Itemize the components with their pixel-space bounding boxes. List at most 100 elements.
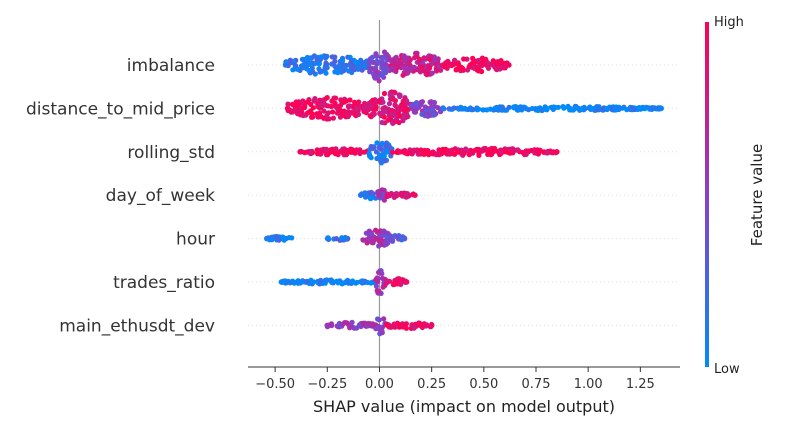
shap-point <box>353 106 359 112</box>
shap-point <box>392 119 399 125</box>
shap-point <box>325 103 331 109</box>
shap-point <box>367 113 373 119</box>
shap-point <box>301 62 307 68</box>
shap-point <box>394 63 401 69</box>
shap-point <box>544 150 550 156</box>
shap-point <box>460 65 466 71</box>
shap-point <box>532 150 538 156</box>
feature-swarm <box>278 268 410 296</box>
shap-point <box>389 107 395 113</box>
shap-point <box>338 110 345 116</box>
feature-swarm <box>282 49 512 84</box>
shap-point <box>332 100 338 106</box>
x-tick-label: −0.25 <box>307 377 347 392</box>
shap-point <box>370 106 377 112</box>
shap-point <box>378 268 384 274</box>
shap-point <box>374 325 380 331</box>
shap-point <box>306 68 312 74</box>
shap-point <box>373 68 379 74</box>
shap-point <box>401 235 408 242</box>
shap-point <box>379 328 385 334</box>
shap-point <box>467 62 473 68</box>
shap-point <box>281 237 287 243</box>
shap-point <box>418 99 424 105</box>
shap-point <box>379 187 385 193</box>
shap-point <box>506 62 512 68</box>
shap-point <box>341 99 347 105</box>
shap-point <box>480 56 486 62</box>
shap-point <box>297 149 303 155</box>
shap-point <box>424 72 430 78</box>
shap-point <box>416 151 422 157</box>
shap-point <box>570 107 577 113</box>
shap-point <box>412 192 418 198</box>
shap-point <box>529 105 535 112</box>
shap-point <box>555 104 561 110</box>
shap-point <box>309 114 315 120</box>
shap-point <box>308 149 314 156</box>
shap-point <box>305 109 312 115</box>
shap-point <box>287 280 293 286</box>
shap-point <box>596 104 602 110</box>
shap-point <box>393 55 399 61</box>
shap-point <box>489 62 496 68</box>
shap-point <box>318 68 325 74</box>
shap-point <box>494 67 500 73</box>
shap-point <box>391 59 397 65</box>
shap-point <box>400 324 406 330</box>
shap-point <box>400 72 406 78</box>
shap-point <box>635 105 642 111</box>
shap-point <box>317 110 323 116</box>
shap-point <box>381 197 387 203</box>
shap-point <box>324 322 331 329</box>
shap-point <box>318 54 324 60</box>
shap-point <box>340 58 346 64</box>
shap-point <box>428 99 434 105</box>
shap-point <box>379 140 385 146</box>
shap-point <box>322 65 328 71</box>
shap-point <box>470 55 476 61</box>
shap-point <box>504 149 510 155</box>
shap-point <box>330 115 336 121</box>
shap-point <box>381 49 388 55</box>
shap-point <box>400 114 407 120</box>
shap-point <box>544 105 550 111</box>
shap-point <box>278 279 285 285</box>
shap-point <box>373 236 380 242</box>
shap-point <box>310 105 316 111</box>
shap-point <box>412 55 418 61</box>
shap-point <box>414 50 420 56</box>
shap-point <box>395 107 401 113</box>
shap-point <box>363 230 369 236</box>
shap-point <box>366 235 372 241</box>
shap-point <box>461 150 467 156</box>
shap-point <box>429 60 435 66</box>
shap-point <box>404 191 410 197</box>
shap-point <box>308 277 314 283</box>
shap-point <box>323 60 329 66</box>
shap-point <box>383 278 389 284</box>
shap-point <box>385 236 391 242</box>
shap-point <box>499 104 505 110</box>
shap-point <box>289 235 295 241</box>
shap-point <box>381 228 387 235</box>
x-tick-label: 0.75 <box>522 377 551 392</box>
shap-point <box>495 107 501 113</box>
colorbar-gradient <box>705 22 709 367</box>
shap-point <box>335 280 341 286</box>
shap-point <box>357 192 364 198</box>
shap-point <box>455 149 461 155</box>
shap-point <box>285 101 291 107</box>
shap-point <box>449 63 455 69</box>
shap-point <box>314 57 320 63</box>
shap-point <box>373 51 379 57</box>
shap-point <box>461 56 467 62</box>
shap-point <box>366 100 372 106</box>
shap-point <box>481 145 488 152</box>
shap-point <box>392 102 398 108</box>
shap-point <box>398 190 404 196</box>
shap-point <box>446 106 452 112</box>
shap-point <box>318 147 324 153</box>
shap-point <box>427 56 433 62</box>
shap-point <box>323 70 329 76</box>
